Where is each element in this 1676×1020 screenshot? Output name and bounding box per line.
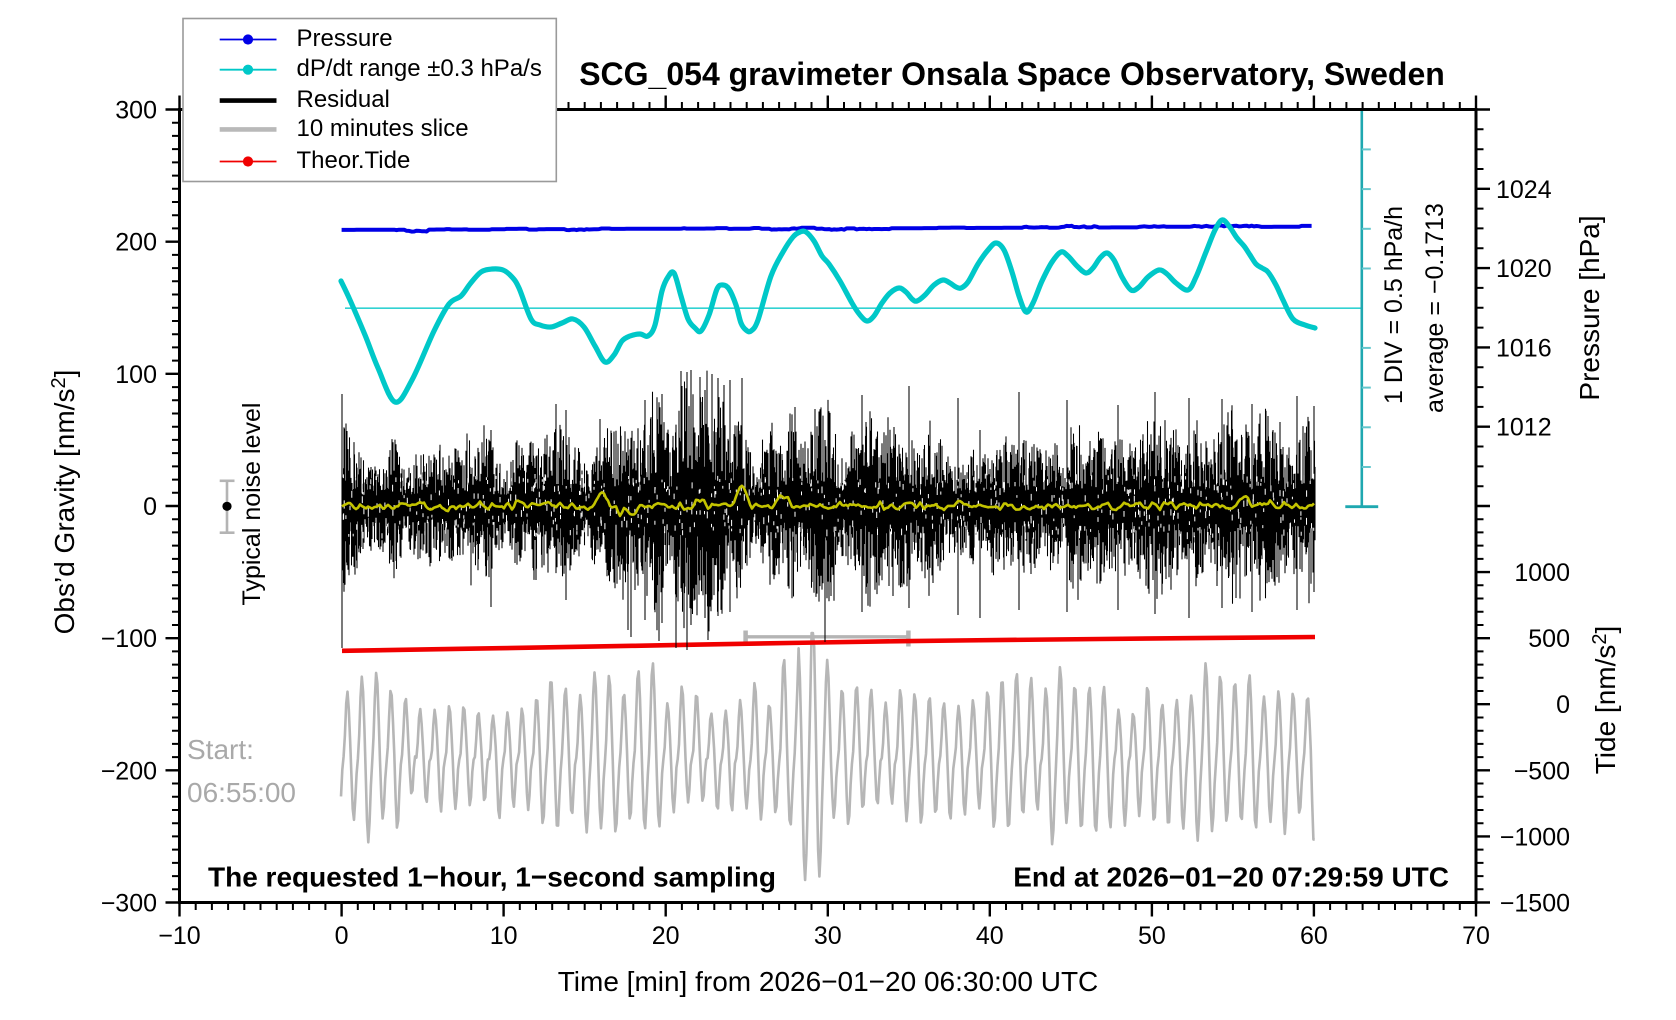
svg-text:SCG_054 gravimeter Onsala Spac: SCG_054 gravimeter Onsala Space Observat… bbox=[579, 56, 1445, 92]
svg-text:Tide [nm/s2]: Tide [nm/s2] bbox=[1589, 626, 1621, 775]
svg-text:20: 20 bbox=[652, 922, 680, 950]
svg-text:Pressure [hPa]: Pressure [hPa] bbox=[1574, 215, 1605, 400]
svg-text:50: 50 bbox=[1138, 922, 1166, 950]
svg-text:60: 60 bbox=[1300, 922, 1328, 950]
svg-text:−10: −10 bbox=[158, 922, 200, 950]
svg-text:1024: 1024 bbox=[1496, 176, 1552, 204]
svg-text:06:55:00: 06:55:00 bbox=[187, 777, 296, 808]
svg-text:Start:: Start: bbox=[187, 734, 254, 765]
svg-text:10 minutes slice: 10 minutes slice bbox=[297, 115, 469, 142]
svg-text:−200: −200 bbox=[101, 757, 157, 785]
svg-text:1000: 1000 bbox=[1514, 559, 1570, 587]
svg-text:30: 30 bbox=[814, 922, 842, 950]
svg-text:average = −0.1713: average = −0.1713 bbox=[1421, 203, 1449, 413]
svg-text:−1000: −1000 bbox=[1500, 823, 1570, 851]
svg-text:10: 10 bbox=[490, 922, 518, 950]
svg-text:300: 300 bbox=[115, 97, 157, 125]
svg-text:−300: −300 bbox=[101, 890, 157, 918]
svg-text:1 DIV = 0.5 hPa/h: 1 DIV = 0.5 hPa/h bbox=[1380, 206, 1408, 404]
svg-text:Pressure: Pressure bbox=[297, 25, 393, 52]
svg-text:Obs’d Gravity [nm/s2]: Obs’d Gravity [nm/s2] bbox=[48, 370, 80, 635]
svg-text:1020: 1020 bbox=[1496, 255, 1552, 283]
svg-text:1012: 1012 bbox=[1496, 414, 1552, 442]
svg-text:Residual: Residual bbox=[297, 86, 390, 113]
svg-text:−1500: −1500 bbox=[1500, 890, 1570, 918]
svg-text:The requested 1−hour, 1−second: The requested 1−hour, 1−second sampling bbox=[208, 862, 776, 893]
svg-text:500: 500 bbox=[1528, 625, 1570, 653]
svg-text:1016: 1016 bbox=[1496, 334, 1552, 362]
svg-text:dP/dt range ±0.3 hPa/s: dP/dt range ±0.3 hPa/s bbox=[297, 55, 542, 82]
svg-text:0: 0 bbox=[143, 493, 157, 521]
svg-text:200: 200 bbox=[115, 229, 157, 257]
svg-text:−100: −100 bbox=[101, 625, 157, 653]
svg-text:0: 0 bbox=[1556, 691, 1570, 719]
svg-text:70: 70 bbox=[1462, 922, 1490, 950]
svg-text:40: 40 bbox=[976, 922, 1004, 950]
svg-text:0: 0 bbox=[335, 922, 349, 950]
svg-text:End at 2026−01−20 07:29:59 UTC: End at 2026−01−20 07:29:59 UTC bbox=[1013, 862, 1449, 893]
svg-text:100: 100 bbox=[115, 361, 157, 389]
svg-text:Theor.Tide: Theor.Tide bbox=[297, 147, 411, 174]
svg-text:Time [min] from 2026−01−20 06:: Time [min] from 2026−01−20 06:30:00 UTC bbox=[558, 966, 1099, 997]
svg-text:−500: −500 bbox=[1514, 757, 1570, 785]
svg-text:Typical noise level: Typical noise level bbox=[238, 403, 266, 606]
